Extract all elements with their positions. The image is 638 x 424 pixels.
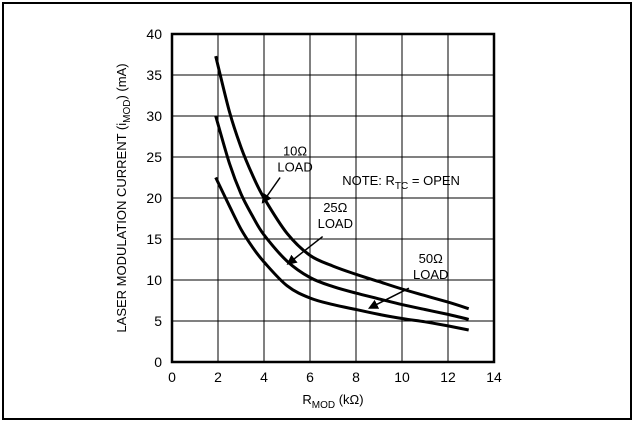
annotation-load-value: 50Ω: [419, 251, 443, 266]
y-tick-label: 15: [146, 231, 162, 247]
x-tick-label: 14: [486, 369, 502, 385]
annotation-load-label: LOAD: [277, 159, 312, 174]
plot-area-border: [170, 32, 496, 364]
series-curve-2: [214, 115, 470, 321]
y-tick-label: 5: [154, 313, 162, 329]
x-tick-label: 0: [168, 369, 176, 385]
grid: [172, 34, 494, 362]
y-tick-label: 20: [146, 190, 162, 206]
chart-frame: [2, 2, 632, 420]
y-tick-label: 25: [146, 149, 162, 165]
y-tick-label: 0: [154, 354, 162, 370]
annotation-arrow: [368, 287, 410, 309]
annotation-arrow: [286, 235, 324, 265]
annotation-arrow: [261, 177, 281, 204]
x-tick-label: 4: [260, 369, 268, 385]
y-tick-label: 35: [146, 67, 162, 83]
x-tick-label: 6: [306, 369, 314, 385]
annotation-load-label: LOAD: [413, 267, 448, 282]
x-tick-label: 2: [214, 369, 222, 385]
y-tick-label: 10: [146, 272, 162, 288]
x-tick-label: 10: [394, 369, 410, 385]
annotation-load-label: LOAD: [318, 216, 353, 231]
y-tick-label: 30: [146, 108, 162, 124]
note-annotation: NOTE: RTC = OPEN: [342, 173, 460, 192]
y-tick-label: 40: [146, 26, 162, 42]
x-tick-label: 8: [352, 369, 360, 385]
y-axis-title: LASER MODULATION CURRENT (iMOD) (mA): [114, 63, 133, 332]
series-curve-3: [214, 176, 470, 332]
tick-labels: 0 2 4 6 8 10 12 14 0 5 10 15 20 25 30 35 40: [146, 26, 502, 385]
annotation-load-value: 10Ω: [283, 143, 307, 158]
annotation-load-value: 25Ω: [323, 200, 347, 215]
x-axis-title: RMOD (kΩ): [302, 392, 363, 411]
series-curve-1: [214, 55, 470, 311]
curves: [214, 55, 470, 332]
x-tick-label: 12: [440, 369, 456, 385]
